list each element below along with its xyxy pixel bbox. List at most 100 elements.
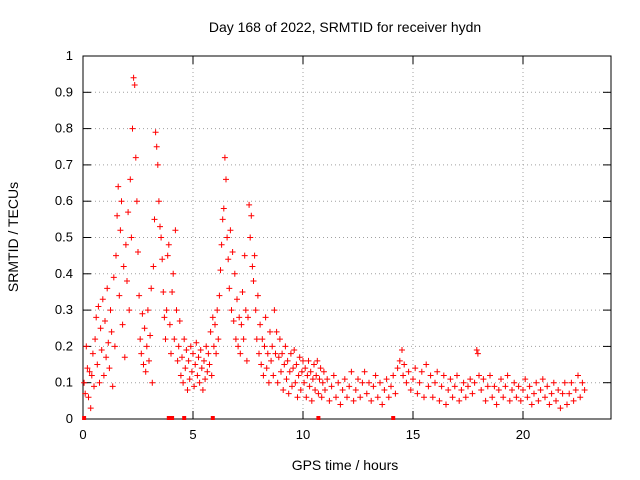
data-point	[381, 386, 388, 393]
data-point	[197, 347, 204, 354]
data-point	[544, 383, 551, 390]
data-point	[163, 307, 170, 314]
data-point	[172, 227, 179, 234]
data-point	[225, 256, 232, 263]
data-point	[253, 336, 260, 343]
data-point	[476, 372, 482, 379]
zero-marker	[166, 416, 171, 420]
data-point	[262, 314, 269, 321]
data-point	[495, 386, 502, 393]
data-point	[314, 357, 321, 364]
data-point	[307, 368, 314, 375]
data-point	[209, 314, 216, 321]
data-point	[103, 354, 110, 361]
data-point	[82, 390, 89, 397]
data-point	[98, 347, 105, 354]
data-point	[268, 357, 275, 364]
data-point	[550, 379, 557, 386]
data-point	[467, 376, 474, 383]
data-point	[412, 365, 419, 372]
data-point	[140, 361, 147, 368]
data-point	[344, 394, 350, 401]
data-point	[290, 365, 297, 372]
data-point	[206, 361, 213, 368]
data-point	[221, 154, 228, 161]
data-point	[270, 372, 277, 379]
data-point	[121, 354, 128, 361]
data-point	[97, 325, 104, 332]
x-tick-label: 10	[296, 427, 310, 442]
data-point	[230, 317, 237, 324]
data-point	[423, 361, 430, 368]
data-point	[217, 267, 224, 274]
data-point	[498, 376, 504, 383]
data-point	[249, 263, 256, 270]
data-point	[223, 176, 229, 183]
data-point	[333, 394, 339, 401]
data-point	[315, 390, 322, 397]
grid	[83, 56, 611, 419]
x-tick-label: 20	[516, 427, 530, 442]
data-point	[201, 357, 207, 364]
data-point	[301, 379, 308, 386]
data-point	[158, 234, 165, 241]
data-point	[246, 201, 253, 208]
data-point	[511, 379, 518, 386]
data-point	[128, 234, 135, 241]
data-point	[187, 343, 194, 350]
data-point	[231, 270, 238, 277]
data-point	[531, 390, 537, 397]
data-point	[148, 285, 155, 292]
data-point	[350, 397, 357, 404]
data-point	[418, 368, 425, 375]
data-point	[526, 383, 533, 390]
data-point	[513, 394, 520, 401]
data-point	[274, 379, 281, 386]
y-tick-label: 0.9	[55, 84, 73, 99]
data-point	[352, 386, 359, 393]
data-point	[555, 386, 562, 393]
data-point	[303, 394, 310, 401]
data-point	[489, 394, 496, 401]
data-point	[504, 372, 511, 379]
data-point	[111, 343, 118, 350]
data-point	[557, 405, 564, 412]
data-point	[198, 365, 205, 372]
data-point	[440, 372, 447, 379]
data-point	[88, 372, 95, 379]
data-point	[83, 343, 90, 350]
data-point	[180, 379, 187, 386]
data-point	[157, 223, 163, 230]
data-point	[204, 368, 211, 375]
data-point	[313, 372, 320, 379]
data-point	[129, 125, 136, 132]
data-point	[104, 285, 111, 292]
data-point	[143, 343, 150, 350]
data-point	[416, 379, 423, 386]
data-point	[119, 321, 126, 328]
data-point	[160, 288, 167, 295]
data-point	[190, 350, 196, 357]
data-point	[318, 394, 325, 401]
data-point	[456, 397, 463, 404]
data-point	[377, 379, 383, 386]
data-point	[164, 252, 171, 259]
data-point	[500, 394, 507, 401]
data-point	[322, 386, 328, 393]
data-point	[568, 379, 575, 386]
data-point	[339, 386, 346, 393]
data-point	[218, 241, 225, 248]
data-point	[429, 394, 436, 401]
data-point	[240, 336, 247, 343]
data-point	[235, 343, 242, 350]
data-point	[102, 317, 108, 324]
data-point	[168, 350, 174, 357]
data-point	[208, 372, 215, 379]
data-point	[385, 394, 392, 401]
data-point	[284, 357, 291, 364]
data-point	[388, 383, 394, 390]
data-point	[559, 390, 566, 397]
y-tick-label: 0.6	[55, 193, 73, 208]
y-tick-label: 0.7	[55, 157, 73, 172]
